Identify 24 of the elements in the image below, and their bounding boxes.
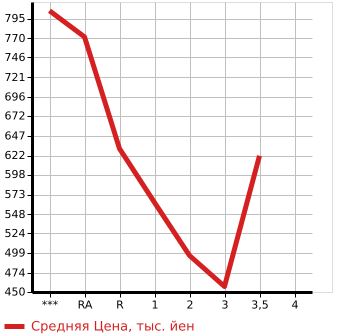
x-tick-label: *** xyxy=(42,298,59,312)
x-tick-label: R xyxy=(116,298,124,312)
y-tick-label: 573 xyxy=(4,188,26,202)
y-tick-label: 647 xyxy=(4,129,26,142)
y-tick-label: 746 xyxy=(4,50,26,64)
x-tick-label: 3,5 xyxy=(251,298,269,312)
y-tick-label: 450 xyxy=(4,286,26,298)
x-tick-label: 1 xyxy=(152,298,158,312)
y-tick-label: 622 xyxy=(4,149,26,162)
x-tick-label: RA xyxy=(78,298,93,312)
y-tick-label: 770 xyxy=(4,32,26,45)
x-tick-label: 3 xyxy=(222,298,228,312)
legend-label: Средняя Цена, тыс. йен xyxy=(31,320,195,334)
y-tick-label: 696 xyxy=(4,90,26,104)
x-tick-label: 2 xyxy=(186,298,194,312)
y-tick-label: 598 xyxy=(4,168,26,182)
y-tick-label: 474 xyxy=(4,266,26,280)
x-tick-label: 4 xyxy=(292,298,298,312)
y-tick-label: 721 xyxy=(4,70,26,84)
y-tick-label: 795 xyxy=(4,12,26,26)
y-tick-label: 524 xyxy=(4,226,26,240)
y-tick-label: 672 xyxy=(4,110,26,123)
y-tick-label: 548 xyxy=(4,208,26,221)
y-tick-label: 499 xyxy=(4,246,26,260)
